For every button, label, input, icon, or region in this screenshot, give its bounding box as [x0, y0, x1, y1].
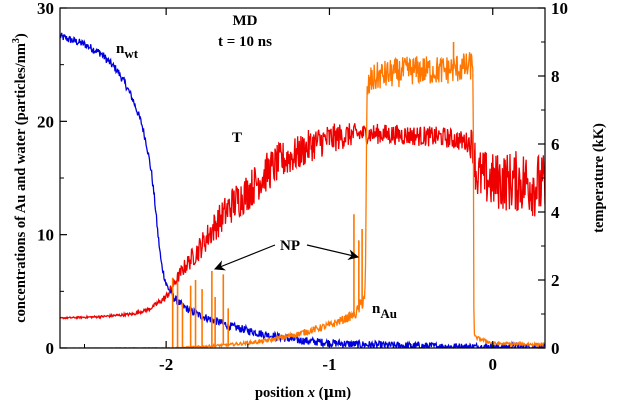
series-label-nau: nAu: [372, 301, 397, 321]
x-tick-label: -1: [322, 355, 336, 374]
y-axis-right-label: temperature (kK): [591, 123, 607, 233]
y-right-tick-label: 10: [551, 0, 568, 18]
series-line-n-wt: [60, 32, 545, 348]
ticks-layer: -2 -1 0 0 10 20 30 0 2 4 6 8 10: [37, 0, 568, 374]
series-line-t: [60, 123, 545, 320]
y-right-tick-label: 2: [551, 271, 560, 290]
series-layer: [60, 32, 545, 348]
x-tick-label: -2: [159, 355, 173, 374]
y-axis-left-label: concentrations of Au and water (particle…: [11, 33, 29, 323]
series-label-t: T: [232, 130, 242, 146]
y-left-tick-label: 20: [37, 112, 54, 131]
y-right-tick-label: 0: [551, 339, 560, 358]
y-right-tick-label: 8: [551, 67, 560, 86]
chart-subtitle: t = 10 ns: [218, 34, 272, 50]
series-label-nwt: nwt: [116, 41, 139, 61]
series-line-n-au: [60, 52, 545, 348]
x-axis-label: position x (μm): [255, 384, 351, 401]
y-right-tick-label: 4: [551, 203, 560, 222]
chart-title: MD: [233, 13, 258, 29]
np-arrow-right: [306, 244, 360, 261]
np-arrow-left: [213, 244, 276, 271]
y-left-tick-label: 10: [37, 226, 54, 245]
y-right-tick-label: 6: [551, 135, 560, 154]
np-annotation-label: NP: [280, 238, 300, 254]
y-left-tick-label: 30: [37, 0, 54, 18]
x-tick-label: 0: [488, 355, 497, 374]
y-left-tick-label: 0: [46, 339, 55, 358]
